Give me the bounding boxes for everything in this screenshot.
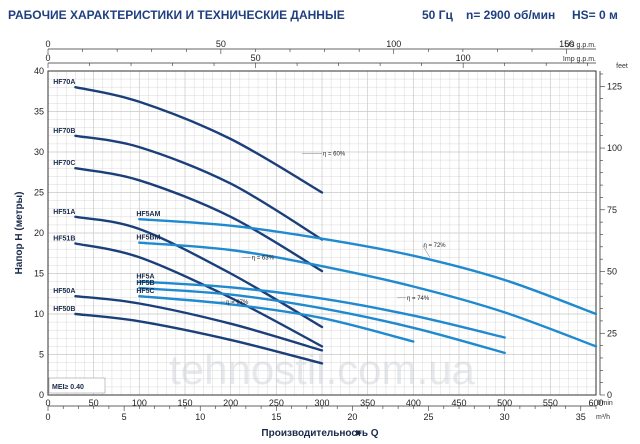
head-tick-label: 30 xyxy=(34,147,44,157)
curve-label-hf70b: HF70B xyxy=(53,128,75,135)
curve-hf5b xyxy=(138,286,506,355)
efficiency-label: η = 67% xyxy=(226,300,249,306)
lmin-tick-label: 550 xyxy=(543,398,558,408)
feet-tick-label: 125 xyxy=(607,81,622,91)
head-tick-label: 40 xyxy=(34,66,44,76)
lmin-tick-label: 450 xyxy=(451,398,466,408)
feet-tick-label: 75 xyxy=(607,205,617,215)
lmin-tick-label: 350 xyxy=(360,398,375,408)
m3h-unit: m³/h xyxy=(596,414,610,421)
feet-unit: feet xyxy=(616,63,628,70)
curve-label-hf70c: HF70C xyxy=(53,160,75,167)
lmin-tick-label: 0 xyxy=(45,398,50,408)
head-tick-label: 20 xyxy=(34,228,44,238)
imp-gpm-unit: Imp g.p.m. xyxy=(563,56,596,63)
feet-tick-label: 50 xyxy=(607,267,617,277)
x-axis-title: Производительность Q xyxy=(261,428,378,439)
efficiency-leader xyxy=(422,245,430,258)
us-gpm-tick-label: 100 xyxy=(386,39,401,49)
imp-gpm-tick-label: 0 xyxy=(45,53,50,63)
hs-label: HS= 0 м xyxy=(572,8,618,22)
lmin-tick-label: 300 xyxy=(314,398,329,408)
m3h-tick-label: 5 xyxy=(122,412,127,422)
curve-hf5c xyxy=(138,295,415,343)
mei-box xyxy=(48,377,106,394)
lmin-tick-label: 100 xyxy=(132,398,147,408)
efficiency-label: η = 63% xyxy=(252,255,275,261)
curve-hf5am xyxy=(138,218,598,316)
m3h-tick-label: 25 xyxy=(424,412,434,422)
head-tick-label: 10 xyxy=(34,309,44,319)
curve-hf5bm xyxy=(138,241,598,348)
m3h-tick-label: 15 xyxy=(271,412,281,422)
rpm-label: n= 2900 об/мин xyxy=(466,8,556,22)
lmin-tick-label: 150 xyxy=(177,398,192,408)
plot-frame xyxy=(47,70,597,396)
head-tick-label: 0 xyxy=(39,390,44,400)
curve-label-hf70a: HF70A xyxy=(53,79,75,86)
curve-label-hf51b: HF51B xyxy=(53,236,75,243)
m3h-tick-label: 10 xyxy=(195,412,205,422)
efficiency-label: η = 74% xyxy=(407,296,430,302)
lmin-tick-label: 50 xyxy=(89,398,99,408)
curve-label-hf51a: HF51A xyxy=(53,209,75,216)
efficiency-label: η = 60% xyxy=(323,152,346,158)
lmin-tick-label: 600 xyxy=(588,398,603,408)
head-tick-label: 5 xyxy=(39,350,44,360)
curve-hf70a xyxy=(74,86,324,194)
us-gpm-tick-label: 0 xyxy=(45,39,50,49)
curve-hf50b xyxy=(74,312,324,365)
curve-hf51a xyxy=(74,215,324,329)
chart-title: РАБОЧИЕ ХАРАКТЕРИСТИКИ И ТЕХНИЧЕСКИЕ ДАН… xyxy=(8,8,345,22)
feet-tick-label: 25 xyxy=(607,328,617,338)
m3h-tick-label: 35 xyxy=(576,412,586,422)
feet-tick-label: 0 xyxy=(607,390,612,400)
curve-hf5a xyxy=(138,280,506,339)
curve-label-hf5c: HF5C xyxy=(136,288,154,295)
us-gpm-unit: US g.p.m. xyxy=(565,42,596,49)
curve-label-hf5b: HF5B xyxy=(136,280,154,287)
curve-hf70b xyxy=(74,134,324,241)
curve-label-hf5a: HF5A xyxy=(136,274,154,281)
head-tick-label: 25 xyxy=(34,188,44,198)
curve-label-hf5am: HF5AM xyxy=(136,211,160,218)
frequency-label: 50 Гц xyxy=(422,8,453,22)
feet-tick-label: 100 xyxy=(607,143,622,153)
x-axis-arrow-icon xyxy=(356,430,362,436)
lmin-tick-label: 400 xyxy=(406,398,421,408)
lmin-tick-label: 250 xyxy=(269,398,284,408)
curve-label-hf5bm: HF5BM xyxy=(136,235,160,242)
lmin-tick-label: 200 xyxy=(223,398,238,408)
curve-label-hf50b: HF50B xyxy=(53,306,75,313)
mei-label: MEI≥ 0.40 xyxy=(52,384,84,391)
y-axis-title: Напор H (метры) xyxy=(14,192,25,275)
us-gpm-tick-label: 50 xyxy=(216,39,226,49)
curve-hf51b xyxy=(74,242,324,348)
lmin-tick-label: 500 xyxy=(497,398,512,408)
efficiency-label: η = 72% xyxy=(423,243,446,249)
watermark: tehnostil.com.ua xyxy=(169,346,475,393)
head-tick-label: 15 xyxy=(34,269,44,279)
curve-hf70c xyxy=(74,167,324,273)
curve-hf50a xyxy=(74,295,324,352)
curve-label-hf50a: HF50A xyxy=(53,288,75,295)
m3h-tick-label: 0 xyxy=(45,412,50,422)
us-gpm-tick-label: 150 xyxy=(559,39,574,49)
imp-gpm-tick-label: 100 xyxy=(456,53,471,63)
m3h-tick-label: 20 xyxy=(347,412,357,422)
m3h-tick-label: 30 xyxy=(500,412,510,422)
head-tick-label: 35 xyxy=(34,107,44,117)
imp-gpm-tick-label: 50 xyxy=(251,53,261,63)
lmin-unit: l/min xyxy=(598,400,613,407)
